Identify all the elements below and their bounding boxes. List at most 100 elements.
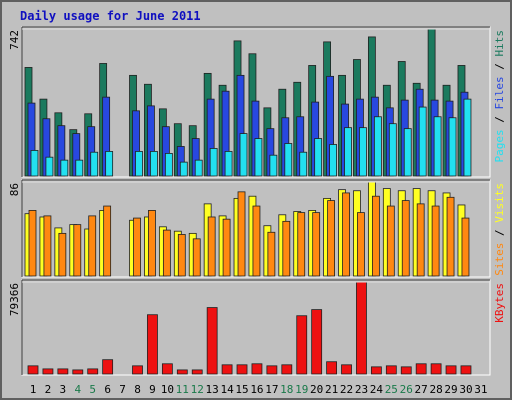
- bar: [282, 220, 291, 277]
- legend: Sites / Visits: [493, 183, 506, 276]
- x-tick-label: 27: [415, 383, 428, 396]
- y-tick-label: 79366: [8, 283, 21, 316]
- x-tick-label: 14: [220, 383, 234, 396]
- bar: [356, 281, 367, 375]
- legend-entry: Pages: [493, 129, 506, 162]
- bar: [176, 369, 188, 375]
- bar: [57, 368, 69, 375]
- x-tick-label: 29: [444, 383, 457, 396]
- bar: [30, 150, 39, 177]
- bar: [430, 363, 442, 375]
- bar: [105, 151, 114, 177]
- legend: Pages / Files / Hits: [493, 30, 506, 163]
- bar: [297, 212, 306, 277]
- bar: [192, 238, 201, 277]
- bar: [150, 151, 158, 177]
- bar: [254, 138, 263, 177]
- x-tick-label: 8: [134, 383, 141, 396]
- x-tick-label: 5: [89, 383, 96, 396]
- bar: [386, 205, 395, 277]
- x-tick-label: 21: [325, 383, 338, 396]
- bar: [60, 159, 69, 177]
- bar: [357, 212, 365, 277]
- bar: [415, 363, 427, 375]
- bar: [133, 217, 141, 277]
- bar: [194, 159, 203, 177]
- x-tick-label: 20: [310, 383, 323, 396]
- bar: [73, 224, 82, 277]
- bar: [342, 192, 350, 277]
- bar: [147, 314, 158, 375]
- x-tick-label: 23: [355, 383, 368, 396]
- chart-title: Daily usage for June 2011: [20, 9, 201, 23]
- legend-separator: /: [493, 110, 506, 130]
- x-tick-label: 13: [206, 383, 219, 396]
- bar: [43, 215, 52, 277]
- bar: [267, 231, 276, 277]
- bar: [252, 205, 261, 277]
- bar: [371, 195, 380, 277]
- x-tick-label: 2: [45, 383, 52, 396]
- bar: [161, 363, 173, 375]
- bar: [148, 210, 156, 277]
- bar: [312, 212, 321, 277]
- bar: [162, 229, 171, 277]
- y-tick-label: 742: [8, 30, 21, 50]
- bar: [461, 217, 470, 277]
- bar: [103, 205, 112, 277]
- bar: [266, 365, 278, 375]
- bar: [460, 365, 472, 375]
- legend-separator: /: [493, 223, 506, 243]
- x-tick-label: 19: [295, 383, 308, 396]
- bar: [284, 143, 293, 177]
- legend-entry: Files: [493, 76, 506, 109]
- bar: [370, 366, 382, 375]
- legend: KBytes: [493, 283, 506, 323]
- bar: [237, 191, 246, 277]
- bar: [296, 315, 308, 375]
- bar: [401, 200, 410, 277]
- bar: [87, 368, 99, 375]
- bar: [132, 365, 143, 375]
- bar: [314, 138, 323, 177]
- bar: [329, 144, 338, 177]
- bar: [431, 205, 440, 277]
- bar: [239, 133, 248, 177]
- bar: [416, 203, 425, 277]
- bar: [75, 159, 84, 177]
- bar: [299, 151, 308, 177]
- bar: [28, 210, 37, 277]
- bar: [251, 363, 263, 375]
- x-tick-label: 28: [429, 383, 442, 396]
- bar: [177, 234, 186, 277]
- x-tick-label: 9: [149, 383, 156, 396]
- bar: [236, 364, 248, 375]
- bar: [42, 368, 54, 375]
- bar: [403, 128, 412, 177]
- panel: [21, 279, 491, 376]
- bar: [206, 307, 218, 375]
- y-tick-label: 86: [8, 183, 21, 196]
- bar: [385, 365, 397, 375]
- x-tick-label: 7: [119, 383, 126, 396]
- bar: [88, 215, 97, 277]
- x-tick-label: 17: [265, 383, 278, 396]
- x-tick-label: 3: [60, 383, 67, 396]
- bar: [222, 218, 231, 277]
- x-tick-label: 12: [191, 383, 204, 396]
- bar: [311, 309, 323, 375]
- bar: [72, 369, 84, 375]
- legend-entry: Hits: [493, 30, 506, 57]
- x-tick-label: 24: [370, 383, 384, 396]
- x-tick-label: 26: [400, 383, 413, 396]
- bar: [373, 116, 382, 177]
- x-tick-label: 10: [161, 383, 174, 396]
- legend-separator: /: [493, 57, 506, 77]
- bar: [463, 98, 472, 177]
- bar: [400, 366, 412, 375]
- x-tick-label: 25: [385, 383, 398, 396]
- bar: [135, 151, 143, 177]
- bar: [344, 127, 352, 177]
